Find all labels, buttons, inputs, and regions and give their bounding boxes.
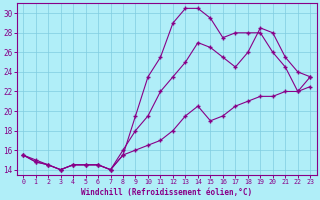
X-axis label: Windchill (Refroidissement éolien,°C): Windchill (Refroidissement éolien,°C) <box>81 188 252 197</box>
